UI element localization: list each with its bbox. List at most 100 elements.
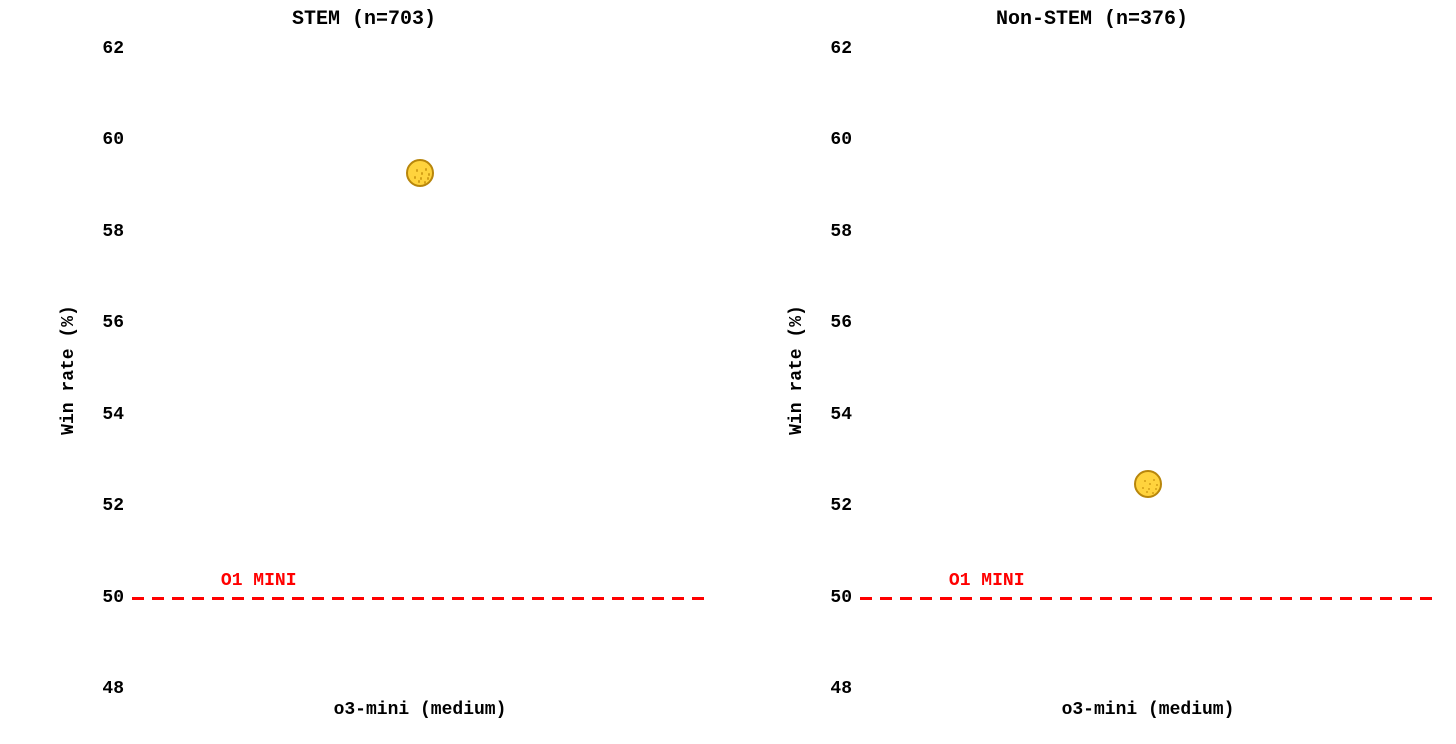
reference-line-segment xyxy=(532,597,544,600)
reference-line-segment xyxy=(412,597,424,600)
reference-line-segment xyxy=(940,597,952,600)
marker-speckle xyxy=(418,180,420,182)
reference-line-segment xyxy=(1260,597,1272,600)
y-tick-label: 52 xyxy=(84,496,124,516)
reference-line-segment xyxy=(632,597,644,600)
reference-line-segment xyxy=(1400,597,1412,600)
reference-line-segment xyxy=(212,597,224,600)
reference-line-segment xyxy=(512,597,524,600)
y-tick-label: 48 xyxy=(812,679,852,699)
data-point-marker xyxy=(1134,470,1162,498)
reference-line-segment xyxy=(672,597,684,600)
reference-line-segment xyxy=(1020,597,1032,600)
reference-line-segment xyxy=(1280,597,1292,600)
reference-line-segment xyxy=(552,597,564,600)
marker-speckle xyxy=(414,176,416,178)
reference-line-segment xyxy=(572,597,584,600)
reference-line-segment xyxy=(1340,597,1352,600)
reference-line-segment xyxy=(352,597,364,600)
x-tick-label: o3-mini (medium) xyxy=(1028,700,1268,720)
reference-line-segment xyxy=(900,597,912,600)
reference-line-segment xyxy=(880,597,892,600)
reference-line-segment xyxy=(392,597,404,600)
reference-line-segment xyxy=(1140,597,1152,600)
y-axis-label: Win rate (%) xyxy=(787,305,807,435)
reference-line-segment xyxy=(920,597,932,600)
reference-line-segment xyxy=(1240,597,1252,600)
marker-speckle xyxy=(1155,488,1157,490)
y-tick-label: 50 xyxy=(812,588,852,608)
y-tick-label: 52 xyxy=(812,496,852,516)
reference-line-segment xyxy=(692,597,704,600)
marker-speckle xyxy=(1149,483,1151,485)
reference-line-label: O1 MINI xyxy=(199,571,319,591)
reference-line-segment xyxy=(1080,597,1092,600)
y-tick-label: 50 xyxy=(84,588,124,608)
reference-line-segment xyxy=(960,597,972,600)
reference-line-segment xyxy=(432,597,444,600)
reference-line-segment xyxy=(372,597,384,600)
marker-speckle xyxy=(1153,479,1155,481)
panel-title: Non-STEM (n=376) xyxy=(728,8,1456,31)
reference-line-segment xyxy=(232,597,244,600)
reference-line-segment xyxy=(492,597,504,600)
marker-speckle xyxy=(1142,487,1144,489)
reference-line-segment xyxy=(1380,597,1392,600)
reference-line-segment xyxy=(1180,597,1192,600)
reference-line-segment xyxy=(1060,597,1072,600)
marker-speckle xyxy=(425,168,427,170)
reference-line-segment xyxy=(652,597,664,600)
reference-line-segment xyxy=(1000,597,1012,600)
y-tick-label: 48 xyxy=(84,679,124,699)
panel-0: STEM (n=703) Win rate (%) 48 50 52 54 56 58 60 62… xyxy=(0,0,728,744)
y-tick-label: 56 xyxy=(84,313,124,333)
reference-line-segment xyxy=(1040,597,1052,600)
y-tick-label: 60 xyxy=(812,130,852,150)
reference-line-segment xyxy=(1120,597,1132,600)
reference-line-segment xyxy=(1360,597,1372,600)
marker-speckle xyxy=(1152,492,1154,494)
reference-line-segment xyxy=(172,597,184,600)
reference-line-segment xyxy=(152,597,164,600)
reference-line-segment xyxy=(1220,597,1232,600)
marker-speckle xyxy=(427,177,429,179)
y-tick-label: 62 xyxy=(84,39,124,59)
reference-line-segment xyxy=(592,597,604,600)
y-tick-label: 54 xyxy=(84,405,124,425)
reference-line-segment xyxy=(332,597,344,600)
reference-line-segment xyxy=(472,597,484,600)
reference-line-segment xyxy=(1100,597,1112,600)
y-tick-label: 60 xyxy=(84,130,124,150)
reference-line-segment xyxy=(252,597,264,600)
panel-1: Non-STEM (n=376) Win rate (%) 48 50 52 54 56 58… xyxy=(728,0,1456,744)
reference-line-segment xyxy=(612,597,624,600)
reference-line-segment xyxy=(1200,597,1212,600)
reference-line-segment xyxy=(192,597,204,600)
reference-line-segment xyxy=(980,597,992,600)
y-tick-label: 58 xyxy=(812,222,852,242)
reference-line-segment xyxy=(272,597,284,600)
marker-speckle xyxy=(421,172,423,174)
y-tick-label: 56 xyxy=(812,313,852,333)
reference-line-segment xyxy=(452,597,464,600)
y-axis-label: Win rate (%) xyxy=(59,305,79,435)
y-tick-label: 62 xyxy=(812,39,852,59)
y-tick-label: 54 xyxy=(812,405,852,425)
marker-speckle xyxy=(1156,484,1158,486)
marker-speckle xyxy=(1144,480,1146,482)
reference-line-segment xyxy=(292,597,304,600)
reference-line-segment xyxy=(1160,597,1172,600)
reference-line-label: O1 MINI xyxy=(927,571,1047,591)
data-point-marker xyxy=(406,159,434,187)
panel-title: STEM (n=703) xyxy=(0,8,728,31)
reference-line-segment xyxy=(1320,597,1332,600)
marker-speckle xyxy=(420,177,422,179)
marker-speckle xyxy=(1146,491,1148,493)
y-tick-label: 58 xyxy=(84,222,124,242)
reference-line-segment xyxy=(1420,597,1432,600)
marker-speckle xyxy=(428,173,430,175)
reference-line-segment xyxy=(1300,597,1312,600)
reference-line-segment xyxy=(860,597,872,600)
reference-line-segment xyxy=(312,597,324,600)
x-tick-label: o3-mini (medium) xyxy=(300,700,540,720)
